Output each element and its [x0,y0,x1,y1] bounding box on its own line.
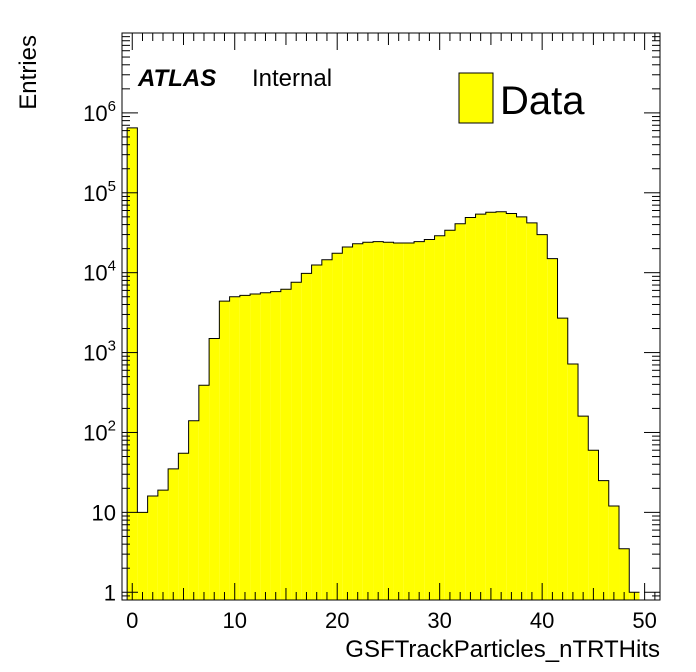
histogram-bar [229,296,240,600]
x-axis-title: GSFTrackParticles_nTRTHits [345,636,660,663]
axes: 0 10 20 30 40 50 1 10 102 103 104 105 106 [83,32,660,633]
y-tick-label: 102 [83,417,116,445]
histogram-bar [526,222,538,600]
histogram-bar [588,450,599,600]
histogram-bar [455,223,466,601]
legend-label-data: Data [500,79,585,123]
histogram-bar [291,282,302,600]
histogram-bar [496,211,507,600]
histogram-bar [403,243,415,600]
histogram-bar [178,453,189,600]
histogram-bar [547,258,558,600]
histogram-outline [126,127,640,600]
histogram-bar [598,480,609,600]
x-tick-label: 0 [126,608,138,633]
plot-frame [121,32,661,601]
atlas-label: ATLAS [137,65,216,92]
histogram-bar [168,468,179,600]
y-tick-label: 106 [83,98,116,126]
x-tick-label: 20 [325,608,349,633]
histogram-bar [352,243,363,600]
legend-swatch [458,72,494,124]
histogram-bars [126,127,640,601]
histogram-bar [516,216,527,600]
histogram-bar [393,243,404,600]
histogram-bar [301,273,312,600]
histogram-bar [475,214,486,600]
histogram-bar [619,548,630,600]
y-tick-label: 104 [83,258,116,286]
histogram-bar [219,301,230,600]
histogram-bar [147,496,158,600]
histogram-bar [414,241,425,600]
y-tick-label: 1 [104,580,116,605]
histogram-bar [137,512,148,600]
histogram-bar [332,253,343,600]
histogram-bar [506,213,517,600]
histogram-bar [434,235,445,600]
histogram-bar [260,292,271,600]
histogram-bar [578,416,589,600]
x-tick-label: 50 [632,608,656,633]
histogram-bar [465,217,476,600]
histogram-bar [188,420,199,600]
y-tick-label: 105 [83,178,116,206]
histogram-bar [280,289,292,600]
x-tick-label: 30 [427,608,451,633]
histogram-bar [383,242,394,600]
histogram-bar [209,338,220,600]
histogram-bar [567,363,579,600]
histogram-bar [444,230,456,600]
histogram-bar [311,264,322,600]
x-tick-label: 40 [530,608,554,633]
histogram-bar [321,259,333,600]
histogram-bar [270,291,281,600]
histogram-bar [127,127,138,601]
histogram-bar [557,318,568,600]
histogram-bar [485,212,497,600]
histogram-bar [362,242,374,600]
y-axis-title: Entries [15,35,42,110]
x-tick-label: 10 [222,608,246,633]
histogram-bar [250,294,261,600]
y-tick-label: 103 [83,338,116,366]
histogram-bar [608,506,620,600]
histogram-bar [537,234,548,600]
histogram-bar [239,295,251,600]
histogram-bar [157,490,169,600]
histogram-bar [373,241,384,600]
histogram-bar [424,239,435,600]
y-tick-label: 10 [92,500,116,525]
internal-label: Internal [252,65,332,92]
histogram-bar [342,246,353,600]
histogram-bar [198,385,210,600]
